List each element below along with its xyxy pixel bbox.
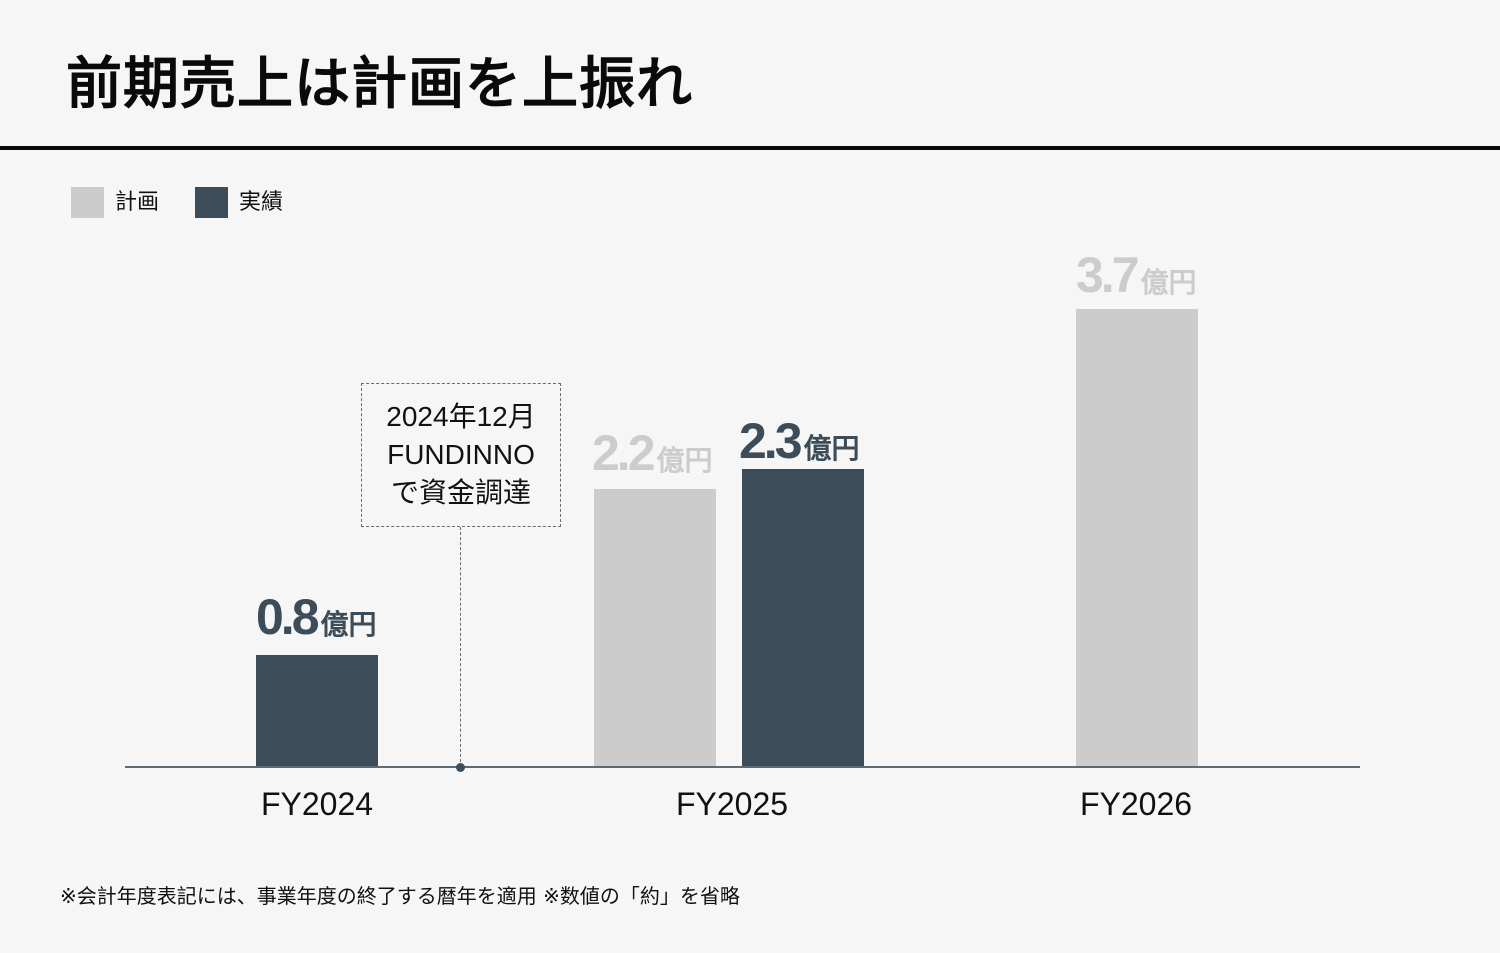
- funding-callout: 2024年12月 FUNDINNO で資金調達: [361, 383, 561, 527]
- legend-label-actual: 実績: [239, 190, 284, 215]
- title-divider: [0, 146, 1500, 150]
- bar-fy2024-actual: [256, 655, 378, 767]
- value-number: 0.8: [256, 589, 319, 645]
- legend-item-plan: 計画: [71, 187, 159, 218]
- x-tick-fy2026: FY2026: [1079, 786, 1193, 822]
- callout-line-platform: FUNDINNO: [387, 439, 535, 470]
- x-tick-fy2024: FY2024: [260, 786, 374, 822]
- legend-label-plan: 計画: [115, 190, 160, 215]
- legend-swatch-actual: [195, 187, 229, 218]
- legend-item-actual: 実績: [195, 187, 283, 218]
- value-number: 2.2: [592, 425, 655, 481]
- chart-legend: 計画 実績: [71, 187, 319, 218]
- bar-value-fy2024-actual: 0.8 億円: [256, 592, 377, 642]
- value-unit: 億円: [1140, 266, 1197, 299]
- value-number: 2.3: [739, 413, 802, 469]
- callout-line-description: で資金調達: [390, 477, 531, 508]
- page-title: 前期売上は計画を上振れ: [66, 52, 693, 117]
- x-axis-line: [125, 766, 1360, 768]
- x-tick-fy2025: FY2025: [675, 786, 789, 822]
- bar-value-fy2025-plan: 2.2 億円: [592, 428, 713, 478]
- value-number: 3.7: [1076, 247, 1139, 303]
- bar-value-fy2025-actual: 2.3 億円: [739, 416, 860, 466]
- value-unit: 億円: [656, 444, 713, 477]
- bar-fy2026-plan: [1076, 309, 1198, 767]
- footnote: ※会計年度表記には、事業年度の終了する暦年を適用 ※数値の「約」を省略: [60, 884, 740, 908]
- bar-fy2025-plan: [594, 489, 716, 767]
- bar-fy2025-actual: [742, 469, 864, 767]
- callout-line-date: 2024年12月: [386, 401, 536, 432]
- callout-anchor-dot: [456, 763, 465, 772]
- legend-swatch-plan: [71, 187, 104, 218]
- value-unit: 億円: [803, 432, 860, 465]
- bar-value-fy2026-plan: 3.7 億円: [1076, 250, 1197, 300]
- callout-leader-line: [460, 527, 461, 767]
- value-unit: 億円: [320, 608, 377, 641]
